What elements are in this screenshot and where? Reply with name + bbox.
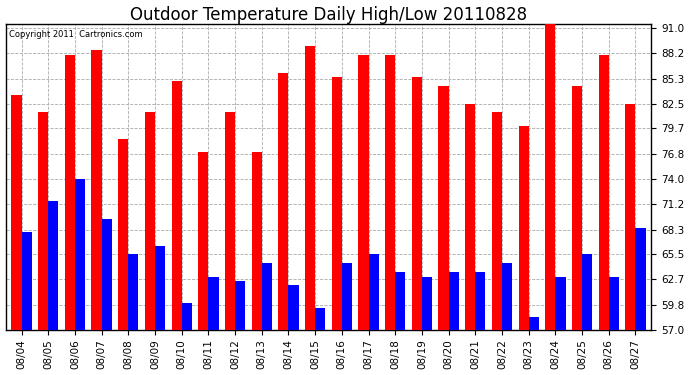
Bar (332, 77, 342, 330)
Title: Outdoor Temperature Daily High/Low 20110828: Outdoor Temperature Daily High/Low 20110… (130, 6, 527, 24)
Bar (475, 272, 486, 330)
Bar (198, 152, 208, 330)
Bar (262, 263, 272, 330)
Bar (358, 55, 368, 330)
Bar (572, 86, 582, 330)
Bar (181, 303, 192, 330)
Bar (172, 81, 181, 330)
Bar (75, 179, 85, 330)
Bar (385, 55, 395, 330)
Bar (208, 277, 219, 330)
Bar (155, 246, 165, 330)
Bar (519, 126, 529, 330)
Bar (438, 86, 449, 330)
Bar (145, 112, 155, 330)
Bar (545, 24, 555, 330)
Bar (21, 232, 32, 330)
Bar (12, 95, 21, 330)
Bar (225, 112, 235, 330)
Bar (555, 277, 566, 330)
Bar (342, 263, 352, 330)
Bar (599, 55, 609, 330)
Bar (395, 272, 406, 330)
Bar (368, 254, 379, 330)
Bar (625, 104, 635, 330)
Bar (252, 152, 262, 330)
Bar (582, 254, 592, 330)
Bar (609, 277, 619, 330)
Bar (465, 104, 475, 330)
Bar (448, 272, 459, 330)
Bar (502, 263, 512, 330)
Bar (118, 139, 128, 330)
Bar (635, 228, 646, 330)
Bar (48, 201, 59, 330)
Bar (492, 112, 502, 330)
Bar (38, 112, 48, 330)
Bar (101, 219, 112, 330)
Bar (529, 316, 539, 330)
Bar (65, 55, 75, 330)
Bar (92, 50, 101, 330)
Text: Copyright 2011  Cartronics.com: Copyright 2011 Cartronics.com (9, 30, 142, 39)
Bar (278, 72, 288, 330)
Bar (235, 281, 245, 330)
Bar (422, 277, 432, 330)
Bar (305, 46, 315, 330)
Bar (412, 77, 422, 330)
Bar (128, 254, 139, 330)
Bar (315, 308, 325, 330)
Bar (288, 285, 299, 330)
